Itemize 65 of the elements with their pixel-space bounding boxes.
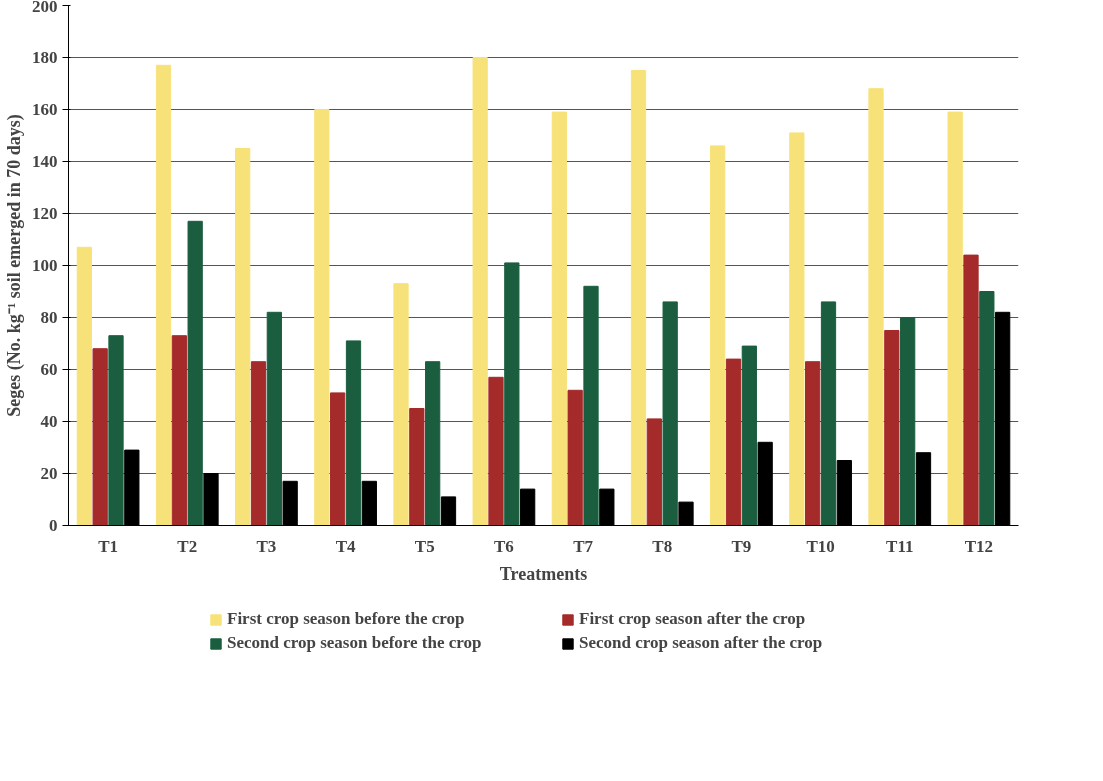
y-tick-label: 180 xyxy=(32,48,58,67)
bar xyxy=(900,317,916,526)
bar xyxy=(583,285,599,526)
y-tick-label: 140 xyxy=(32,152,58,171)
bar xyxy=(171,335,187,526)
bar xyxy=(92,348,108,526)
y-tick-label: 200 xyxy=(32,0,58,16)
y-tick-label: 20 xyxy=(40,464,58,483)
bar xyxy=(710,145,726,526)
x-tick-label: T7 xyxy=(573,536,594,556)
x-tick-label: T10 xyxy=(806,536,835,556)
x-tick-label: T8 xyxy=(652,536,673,556)
bar xyxy=(662,301,678,526)
x-tick-label: T2 xyxy=(177,536,198,556)
bar xyxy=(472,57,488,526)
y-tick-label: 60 xyxy=(40,360,58,379)
bar xyxy=(345,340,362,526)
bar xyxy=(108,335,124,526)
bar xyxy=(630,70,647,526)
bar xyxy=(393,283,409,526)
bar xyxy=(488,376,504,526)
x-tick-label: T1 xyxy=(98,536,119,556)
bar xyxy=(820,301,837,526)
bar xyxy=(789,132,805,526)
bar xyxy=(250,361,267,526)
bar xyxy=(76,246,92,526)
bar xyxy=(646,418,662,526)
legend-label: First crop season before the crop xyxy=(227,609,466,629)
bar xyxy=(504,262,520,526)
x-tick-label: T6 xyxy=(494,536,514,556)
y-tick-label: 100 xyxy=(32,256,58,275)
x-tick-label: T3 xyxy=(256,536,277,556)
bar xyxy=(314,109,330,526)
x-tick-label: T4 xyxy=(335,536,356,556)
x-tick-label: T9 xyxy=(731,536,752,556)
legend-label: Second crop season before the crop xyxy=(227,633,483,653)
y-tick-label: 0 xyxy=(49,516,58,535)
bar xyxy=(884,330,900,526)
y-axis-title: Seges (No. kg⁻¹ soil emerged in 70 days) xyxy=(4,114,25,417)
x-axis-title: Treatments xyxy=(499,563,588,584)
y-tick-label: 80 xyxy=(40,308,58,327)
bar xyxy=(868,88,884,526)
bar xyxy=(266,311,282,526)
bar xyxy=(947,111,963,526)
bar xyxy=(551,111,567,526)
bar xyxy=(725,358,742,526)
bar xyxy=(235,148,251,526)
legend-label: Second crop season after the crop xyxy=(579,633,824,653)
bar xyxy=(330,392,346,526)
x-tick-label: T12 xyxy=(964,536,994,556)
bar xyxy=(805,361,821,526)
bar xyxy=(741,345,757,526)
bar xyxy=(979,291,995,526)
bar xyxy=(567,389,583,526)
bar xyxy=(409,408,425,526)
y-tick-label: 120 xyxy=(32,204,58,223)
x-tick-label: T11 xyxy=(886,536,914,556)
y-tick-label: 40 xyxy=(40,412,58,431)
x-tick-label: T5 xyxy=(414,536,435,556)
bar xyxy=(425,361,441,526)
bar xyxy=(155,64,172,526)
bar xyxy=(187,220,203,526)
y-tick-label: 160 xyxy=(32,100,58,119)
bar xyxy=(963,254,979,526)
legend-label: First crop season after the crop xyxy=(579,609,807,629)
